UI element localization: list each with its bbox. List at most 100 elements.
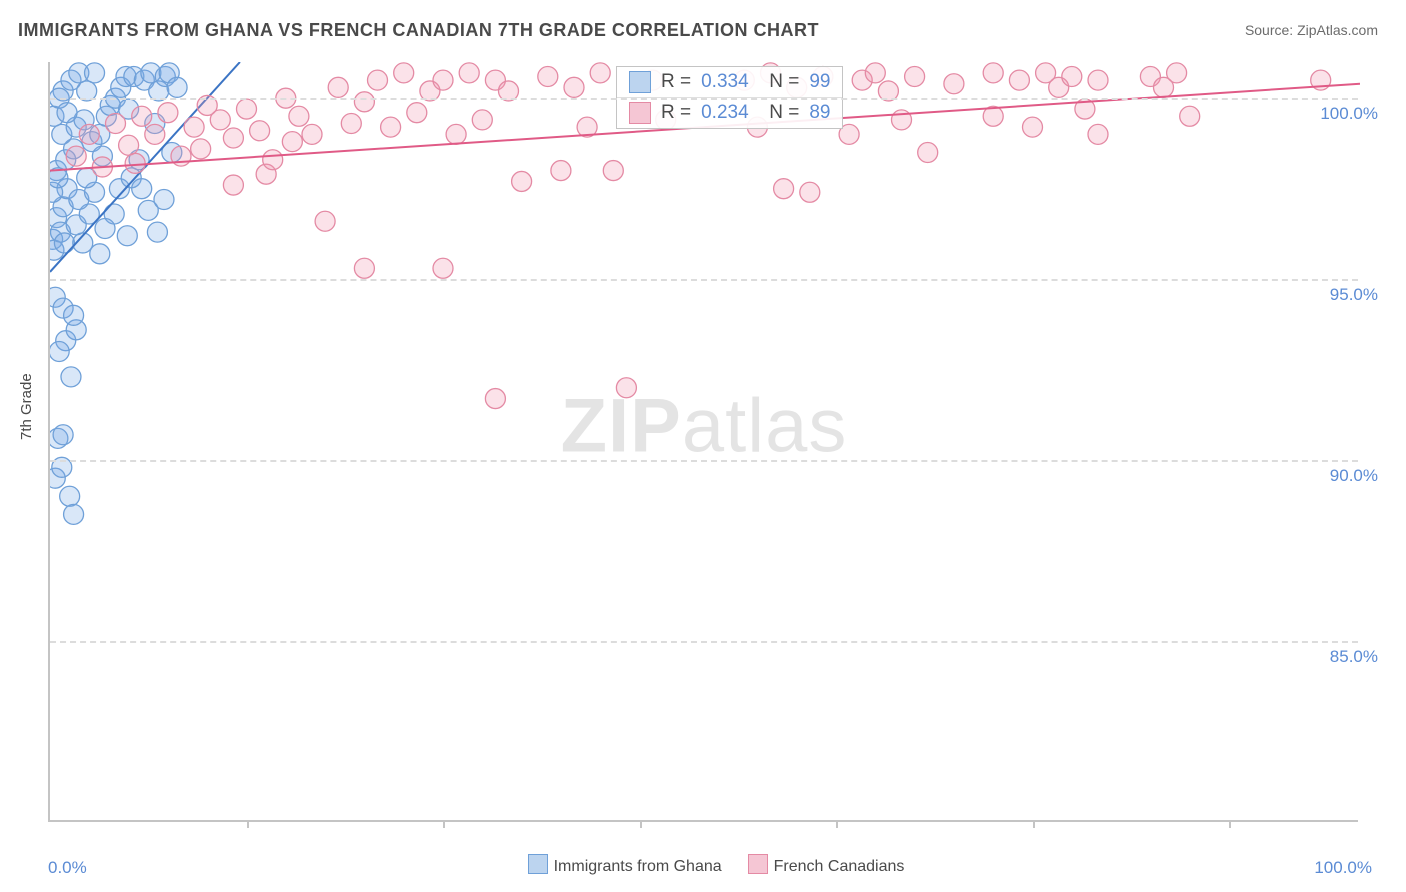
x-tick: [1229, 820, 1231, 828]
french-point: [590, 63, 610, 83]
french-point: [328, 77, 348, 97]
source-attribution: Source: ZipAtlas.com: [1245, 22, 1378, 38]
french-point: [354, 258, 374, 278]
ghana-legend-swatch-icon: [528, 854, 548, 874]
french-point: [354, 92, 374, 112]
ghana-point: [64, 305, 84, 325]
x-tick: [836, 820, 838, 828]
french-point: [315, 211, 335, 231]
french-point: [564, 77, 584, 97]
ghana-point: [132, 179, 152, 199]
french-point: [368, 70, 388, 90]
french-point: [1180, 106, 1200, 126]
ghana-point: [53, 425, 73, 445]
y-tick-label: 95.0%: [1330, 285, 1378, 305]
french-point: [485, 389, 505, 409]
gridline-h: [50, 460, 1358, 462]
french-point: [1009, 70, 1029, 90]
french-point: [125, 153, 145, 173]
french-point: [1023, 117, 1043, 137]
plot-area: ZIPatlas R = 0.334 N = 99R = 0.234 N = 8…: [48, 62, 1358, 822]
french-point: [433, 258, 453, 278]
french-point: [79, 124, 99, 144]
ghana-point: [95, 218, 115, 238]
french-point: [145, 124, 165, 144]
french-point: [603, 161, 623, 181]
gridline-h: [50, 279, 1358, 281]
french-point: [459, 63, 479, 83]
stats-n-value: 99: [809, 71, 830, 93]
french-point: [616, 378, 636, 398]
french-point: [210, 110, 230, 130]
ghana-point: [167, 77, 187, 97]
ghana-point: [147, 222, 167, 242]
french-point: [223, 128, 243, 148]
stats-n-value: 89: [809, 102, 830, 124]
french-point: [433, 70, 453, 90]
french-point: [394, 63, 414, 83]
ghana-point: [154, 190, 174, 210]
french-point: [132, 106, 152, 126]
french-point: [282, 132, 302, 152]
french-point: [1088, 70, 1108, 90]
french-point: [512, 171, 532, 191]
french-point: [341, 114, 361, 134]
french-point: [1062, 66, 1082, 86]
stats-r-label: R =: [661, 102, 691, 124]
stats-r-label: R =: [661, 71, 691, 93]
french-point: [905, 66, 925, 86]
french-point: [918, 142, 938, 162]
ghana-point: [54, 233, 74, 253]
french-point: [472, 110, 492, 130]
french-point: [66, 146, 86, 166]
ghana-point: [85, 63, 105, 83]
french-point: [865, 63, 885, 83]
ghana-legend-label: Immigrants from Ghana: [554, 858, 722, 875]
french-point: [446, 124, 466, 144]
stats-n-label: N =: [759, 102, 800, 124]
ghana-point: [117, 226, 137, 246]
x-tick: [247, 820, 249, 828]
x-tick: [1033, 820, 1035, 828]
french-point: [250, 121, 270, 141]
french-point: [302, 124, 322, 144]
french-point: [184, 117, 204, 137]
french-point: [119, 135, 139, 155]
french-swatch-icon: [629, 102, 651, 124]
ghana-point: [90, 244, 110, 264]
y-tick-label: 100.0%: [1320, 104, 1378, 124]
ghana-point: [49, 342, 69, 362]
ghana-swatch-icon: [629, 71, 651, 93]
french-point: [381, 117, 401, 137]
french-point: [106, 114, 126, 134]
gridline-h: [50, 98, 1358, 100]
ghana-point: [57, 103, 77, 123]
french-legend-label: French Canadians: [774, 858, 905, 875]
french-point: [551, 161, 571, 181]
french-point: [1088, 124, 1108, 144]
y-tick-label: 90.0%: [1330, 466, 1378, 486]
french-point: [191, 139, 211, 159]
ghana-point: [64, 504, 84, 524]
french-point: [407, 103, 427, 123]
x-tick: [640, 820, 642, 828]
x-tick: [443, 820, 445, 828]
gridline-h: [50, 641, 1358, 643]
french-point: [223, 175, 243, 195]
french-point: [800, 182, 820, 202]
french-point: [237, 99, 257, 119]
y-tick-label: 85.0%: [1330, 647, 1378, 667]
legend: Immigrants from Ghana French Canadians: [0, 854, 1406, 876]
ghana-point: [61, 367, 81, 387]
stats-row-french: R = 0.234 N = 89: [617, 98, 842, 128]
french-point: [538, 66, 558, 86]
ghana-point: [60, 486, 80, 506]
french-point: [1167, 63, 1187, 83]
stats-r-value: 0.234: [701, 102, 749, 124]
chart-svg: [50, 62, 1358, 820]
french-point: [158, 103, 178, 123]
stats-row-ghana: R = 0.334 N = 99: [617, 67, 842, 98]
stats-n-label: N =: [759, 71, 800, 93]
french-point: [289, 106, 309, 126]
chart-title: IMMIGRANTS FROM GHANA VS FRENCH CANADIAN…: [18, 20, 819, 41]
